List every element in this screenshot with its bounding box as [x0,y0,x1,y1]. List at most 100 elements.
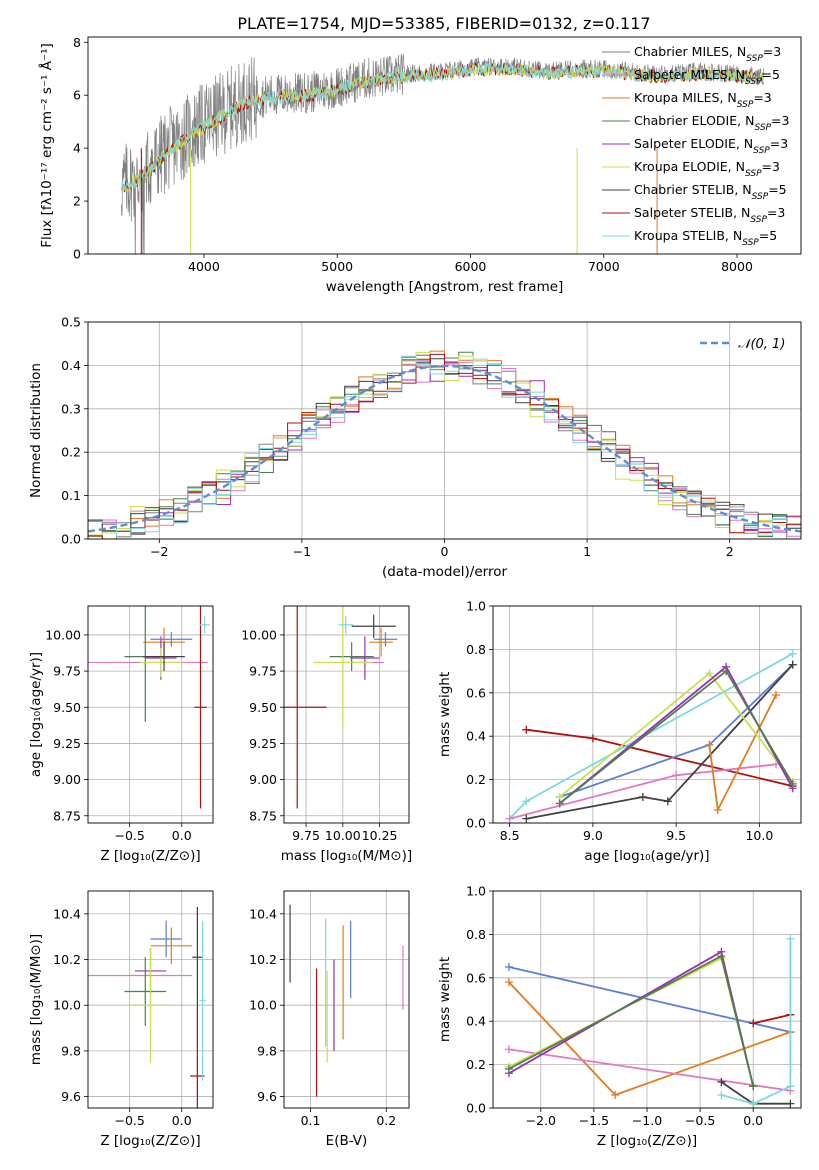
spectrum-legend: Chabrier MILES, NSSP=3 Salpeter MILES, NS… [602,44,789,248]
residuals-xtick-label: 2 [726,544,734,559]
legend-label: 𝒩(0, 1) [738,337,785,352]
mass-vs-Z-ylabel: mass [log₁₀(M/M⊙)] [28,934,44,1065]
weight-vs-age-axes: 8.5 9.0 9.5 10.0 0.0 0.2 0.4 0.6 0.8 1.0 age [log₁… [437,599,802,864]
weight-vs-Z-xtick-label: 0.0 [743,1113,763,1128]
weight-vs-Z-xtick-label: −0.5 [685,1113,715,1128]
spectrum-ytick-label: 2 [73,194,81,209]
weight-marker [638,792,647,801]
spectrum-xtick-label: 5000 [321,259,353,274]
mass-vs-Z-plot-area [88,906,206,1108]
spectrum-xtick-label: 8000 [721,259,753,274]
weight-marker [504,978,513,987]
mass-vs-EBV-frame [283,890,410,1109]
mass-vs-Z-xlabel: Z [log₁₀(Z/Z⊙)] [100,1133,200,1149]
residuals-xtick-label: −2 [150,544,168,559]
residuals-ytick-label: 0.0 [61,532,81,547]
age-vs-Z-ytick-label: 10.00 [45,627,81,642]
weight-marker [522,725,531,734]
age-vs-Z-frame [87,605,214,824]
spectrum-ylabel: Flux [fλ10⁻¹⁷ erg cm⁻² s⁻¹ Å⁻¹] [38,43,55,248]
residuals-xtick-label: 0 [441,544,449,559]
weight-vs-age-ytick-label: 1.0 [466,599,486,614]
weight-vs-age-xlabel: age [log₁₀(age/yr)] [584,848,709,864]
residual-histogram [88,355,801,538]
weight-vs-age-xtick-label: 9.5 [666,828,686,843]
mass-vs-Z-ytick-label: 10.4 [53,906,81,921]
weight-vs-Z-ytick-label: 0.8 [466,927,486,942]
figure-title: PLATE=1754, MJD=53385, FIBERID=0132, z=0… [237,14,650,33]
weight-vs-Z-frame [492,890,802,1109]
weight-vs-age-xtick-label: 9.0 [583,828,603,843]
mass-vs-Z-ytick-label: 10.0 [53,998,81,1013]
age-vs-mass-xtick-label: 9.75 [292,828,320,843]
age-vs-mass-ytick-label: 8.75 [249,808,277,823]
weight-marker [555,799,564,808]
weight-line [752,1013,791,1025]
legend-label: Salpeter STELIB, NSSP=3 [634,205,785,225]
spectrum-axes: 4000 5000 6000 7000 8000 0 2 4 6 8 wavelength [Ang… [38,35,802,295]
weight-vs-Z-axes: −2.0 −1.5 −1.0 −0.5 0.0 0.0 0.2 0.4 0.6 0.8 1.0 Z [… [437,884,802,1149]
weight-marker [788,660,797,669]
weight-line [526,663,794,820]
age-vs-Z-ylabel: age [log₁₀(age/yr)] [28,652,44,777]
weight-vs-age-frame [492,605,802,824]
mass-vs-EBV-axes: 0.1 0.2 9.6 9.8 10.0 10.2 10.4 E(B-V) [249,890,410,1149]
residuals-ytick-label: 0.4 [61,358,81,373]
spectrum-xtick-label: 6000 [455,259,487,274]
spectrum-data-line [120,53,764,254]
age-vs-Z-xlabel: Z [log₁₀(Z/Z⊙)] [100,848,200,864]
age-vs-Z-plot-area [88,606,210,809]
weight-marker [504,1045,513,1054]
weight-marker [749,1082,758,1091]
weight-vs-age-ytick-label: 0.8 [466,642,486,657]
residual-histogram [88,353,801,539]
age-vs-Z-ytick-label: 8.75 [53,808,81,823]
spectrum-xtick-label: 4000 [188,259,220,274]
weight-vs-age-ytick-label: 0.6 [466,685,486,700]
weight-vs-Z-xtick-label: −2.0 [526,1113,556,1128]
weight-vs-Z-ytick-label: 0.0 [466,1101,486,1116]
normal-curve [88,364,801,533]
weight-marker [522,814,531,823]
mass-vs-Z-xtick-label: −0.5 [114,1113,144,1128]
residuals-xtick-label: −1 [293,544,311,559]
mass-vs-EBV-ytick-label: 10.0 [249,998,277,1013]
spectrum-ytick-label: 0 [73,247,81,262]
weight-marker [588,734,597,743]
spectrum-ytick-label: 8 [73,35,81,50]
spectrum-model-line [120,61,764,192]
mass-vs-EBV-ytick-label: 9.6 [257,1089,277,1104]
weight-marker [788,779,797,788]
residuals-ytick-label: 0.3 [61,401,81,416]
residuals-ylabel: Normed distribution [28,363,44,498]
mass-vs-Z-ytick-label: 9.8 [61,1043,81,1058]
residuals-ytick-label: 0.1 [61,488,81,503]
age-vs-Z-ytick-label: 9.00 [53,772,81,787]
residuals-ytick-label: 0.5 [61,315,81,330]
panel-age-vs-Z: −0.5 0.0 8.75 9.00 9.25 9.50 9.75 10.00 Z [log₁₀… [28,605,214,864]
weight-vs-Z-xtick-label: −1.5 [579,1113,609,1128]
weight-marker [611,1090,620,1099]
weight-vs-Z-xtick-label: −1.0 [632,1113,662,1128]
legend-label: Salpeter ELODIE, NSSP=3 [634,136,788,156]
weight-marker [717,952,726,961]
weight-vs-age-xtick-label: 10.0 [745,828,773,843]
age-vs-Z-ytick-label: 9.50 [53,700,81,715]
weight-marker [504,962,513,971]
residuals-axes: −2 −1 0 1 2 0.0 0.1 0.2 0.3 0.4 0.5 (data-model)/er… [28,315,802,580]
weight-marker [717,1090,726,1099]
weight-marker [705,669,714,678]
panel-age-vs-mass: 9.75 10.00 10.258.759.009.259.509.7510.00m… [241,605,412,864]
weight-vs-Z-plot-area [504,934,795,1108]
weight-marker [749,1019,758,1028]
legend-label: Chabrier ELODIE, NSSP=3 [634,113,789,133]
legend-label: Kroupa MILES, NSSP=3 [634,90,772,110]
weight-marker [713,805,722,814]
residual-legend: 𝒩(0, 1) [700,337,785,352]
weight-line [508,1048,791,1092]
panel-spectrum: 4000 5000 6000 7000 8000 0 2 4 6 8 wavelength [Ang… [38,35,802,295]
age-vs-mass-ytick-label: 9.25 [249,736,277,751]
weight-marker [705,740,714,749]
weight-line [721,938,792,1105]
panel-mass-vs-EBV: 0.1 0.2 9.6 9.8 10.0 10.2 10.4 E(B-V) [249,890,410,1149]
